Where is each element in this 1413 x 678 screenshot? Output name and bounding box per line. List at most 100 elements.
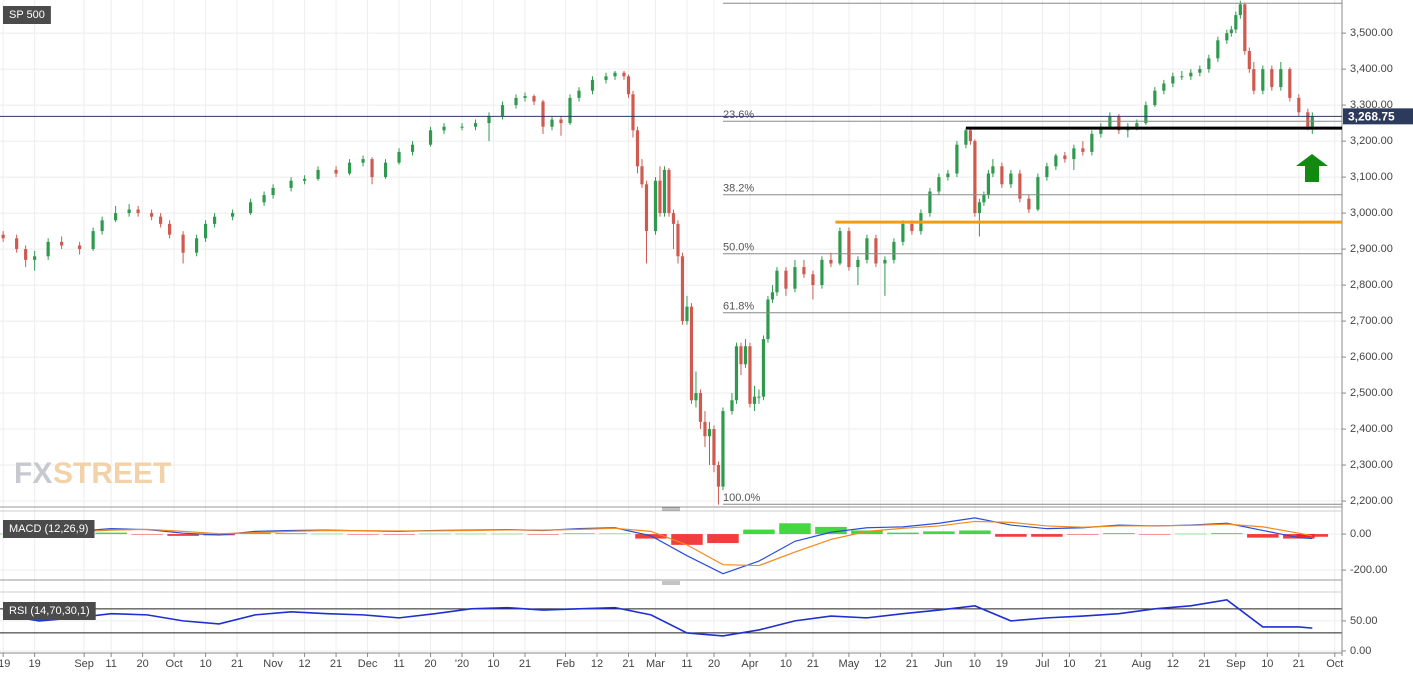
x-tick-label: 12 [1167,658,1179,670]
watermark-street: STREET [53,457,171,490]
candle-body [1135,123,1139,127]
x-tick-label: 21 [622,658,634,670]
candle-body [127,209,131,214]
candle-body [136,209,140,214]
grid: 2,200.00 2,300.00 2,400.00 2,500.00 2,600.00… [0,0,1393,670]
x-tick-label: Mar [646,658,665,670]
candle-body [748,346,752,404]
x-tick-label: 19 [29,658,41,670]
candle-body [1207,58,1211,70]
candle-body [1171,76,1175,84]
candle-body [689,306,694,401]
histogram-bar [527,534,559,535]
candle-body [460,126,464,128]
candle-body [514,97,518,106]
x-tick-label: 10 [487,658,499,670]
histogram-bar [275,533,307,535]
candle-body [24,249,28,260]
histogram-bar [923,531,955,535]
candle-body [1252,69,1256,91]
candle-body [230,213,235,217]
x-tick-label: 21 [1293,658,1305,670]
candle-body [721,411,725,487]
up-arrow [1296,154,1328,182]
histogram-bar [1211,533,1243,535]
x-tick-label: 19 [996,658,1008,670]
histogram-bar [347,534,379,535]
x-tick-label: 21 [1095,658,1107,670]
x-tick-label: Oct [166,658,183,670]
histogram-bar [95,532,127,535]
candle-body [667,169,671,214]
x-tick-label: 11 [681,658,692,670]
last-price-label: 3,268.75 [1348,110,1395,124]
x-tick-label: 12 [298,658,310,670]
histogram-bar [671,534,703,545]
candle-body [334,169,338,174]
histogram-bar [1175,533,1207,535]
x-tick-label: 21 [519,658,531,670]
candle-body [1238,4,1242,16]
candle-body [500,105,505,116]
pane-handle[interactable] [662,507,680,585]
x-tick-label: Nov [263,658,283,670]
candle-body [968,130,972,142]
candle-body [685,306,689,322]
histogram-bar [1103,533,1135,535]
histogram-bar [599,533,631,535]
candle-body [1027,198,1031,210]
histogram-bar [851,530,883,535]
candle-body [203,223,208,239]
x-tick-label: 20 [708,658,720,670]
y-tick-label: 3,400.00 [1350,63,1393,75]
candle-body [820,259,824,286]
candle-body [1279,69,1283,88]
candle-body [1261,69,1265,91]
fib-label: 23.6% [723,109,754,121]
candle-body [347,162,352,174]
histogram-bar [959,530,991,535]
pane-title-box [3,602,96,620]
x-tick-label: 21 [330,658,342,670]
candle-body [1297,97,1301,113]
x-tick-label: 12 [874,658,886,670]
candle-body [1288,69,1292,98]
overlay: 0.0% 23.6% 38.2% 50.0% 61.8% 100.0% 3,268.75 SP… [0,0,1413,620]
candle-body [100,220,104,232]
candle-body [33,256,37,260]
histogram-bar [815,526,847,535]
x-tick-label: Dec [358,658,378,670]
fib-label: 100.0% [723,492,761,504]
candle-body [739,346,743,365]
histogram-bar [995,534,1027,537]
x-tick-label: 20 [136,658,148,670]
candle-body [955,144,959,174]
candle-body [559,119,563,124]
candle-body [262,195,266,203]
candle-body [698,393,703,422]
candle-body [1270,69,1274,88]
candle-body [613,72,617,77]
candle-body [986,173,990,196]
candle-body [114,213,118,221]
candle-body [1234,15,1238,30]
candle-body [473,123,478,127]
candle-body [964,130,968,145]
candle-body [159,216,163,224]
candle-body [1153,90,1157,106]
candle-body [946,173,950,178]
x-tick-label: Oct [1326,658,1343,670]
x-tick-label: 11 [105,658,116,670]
candle-body [1018,173,1022,199]
y-tick-label: 3,000.00 [1350,207,1393,219]
candle-body [662,169,667,214]
candle-body [892,241,896,260]
watermark-fx: FX [14,457,52,490]
histogram-bar [491,533,523,535]
x-tick-label: Jun [935,658,953,670]
candle-body [694,393,698,401]
candle-body [60,241,64,246]
x-tick-label: Apr [741,658,758,670]
